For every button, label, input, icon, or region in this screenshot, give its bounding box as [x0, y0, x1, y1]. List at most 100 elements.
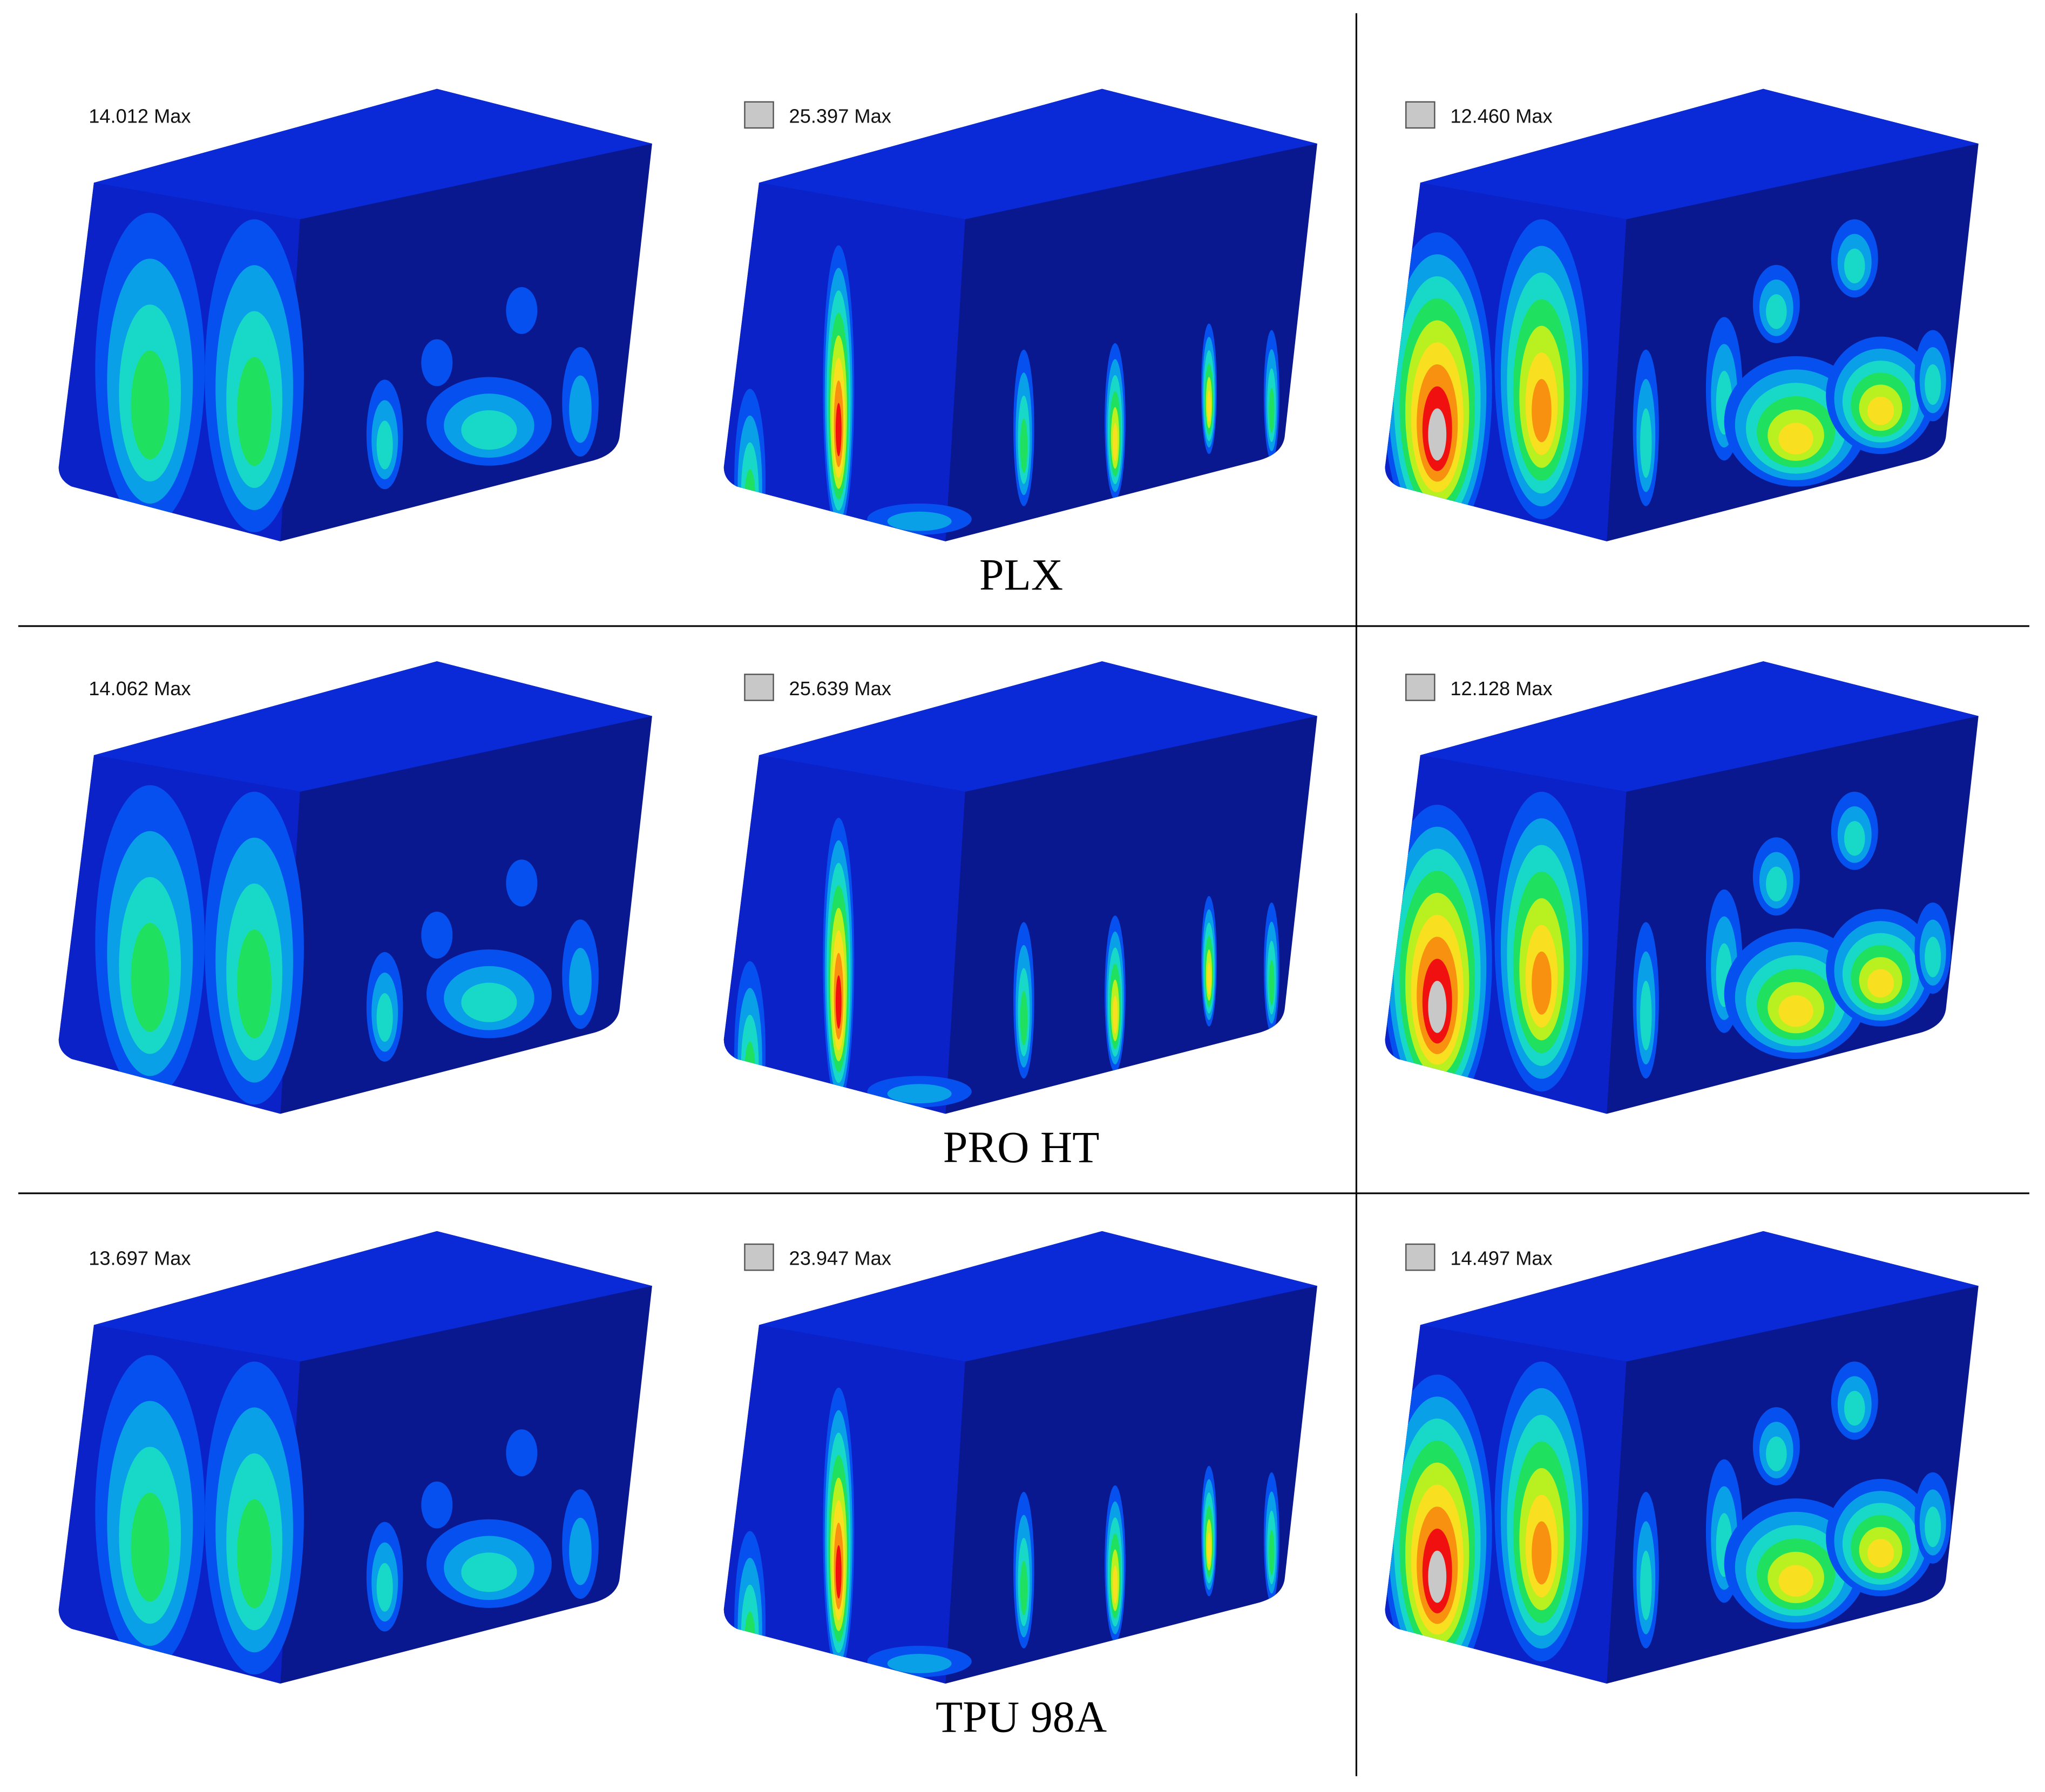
contour-band [1640, 1550, 1652, 1620]
contour-band [1020, 990, 1028, 1046]
contour-plot: 25.397 Max [723, 89, 1317, 541]
contour-band [131, 350, 170, 460]
legend-swatch [1405, 1243, 1435, 1271]
contour-band [1207, 390, 1211, 422]
max-label: 14.497 Max [1450, 1247, 1552, 1270]
contour-plot: 12.128 Max [1385, 661, 1979, 1114]
contour-band [887, 1084, 952, 1104]
legend-swatch [744, 101, 774, 129]
contour-band [506, 287, 538, 334]
top-face [93, 89, 652, 220]
contour-band [376, 1563, 393, 1612]
contour-band [1532, 1521, 1552, 1585]
contour-band [1925, 1506, 1941, 1547]
material-label: PLX [979, 550, 1063, 599]
contour-band [1112, 1565, 1118, 1604]
contour-band [835, 975, 842, 1029]
contour-band [741, 1015, 759, 1114]
contour-band [1269, 387, 1275, 433]
max-label: 12.460 Max [1450, 105, 1552, 127]
contour-band [461, 982, 517, 1022]
contour-band [1532, 379, 1552, 443]
top-face [1420, 661, 1979, 792]
contours [734, 818, 1279, 1114]
contour-band [1112, 423, 1118, 461]
contour-band [1269, 960, 1275, 1006]
contours [1385, 1361, 1952, 1684]
contour-plot: 23.947 Max [723, 1231, 1317, 1684]
contour-plot: 25.639 Max [723, 661, 1317, 1114]
contour-band [887, 1654, 952, 1673]
contour-plot: 12.460 Max [1385, 89, 1979, 541]
contour-band [1766, 1436, 1787, 1471]
contour-band [1020, 418, 1028, 473]
contour-band [1640, 408, 1652, 478]
contour-band [421, 1481, 453, 1529]
top-face [759, 661, 1317, 792]
contour-plot: 13.697 Max [58, 1231, 652, 1684]
contour-band [1778, 995, 1813, 1027]
max-label: 13.697 Max [89, 1247, 191, 1270]
contour-band [1867, 969, 1894, 998]
contour-band [1269, 1530, 1275, 1576]
contour-band [421, 339, 453, 386]
contours [1385, 791, 1952, 1114]
legend-swatch [744, 1243, 774, 1271]
contours [1385, 219, 1952, 541]
max-label: 25.639 Max [789, 677, 891, 700]
contour-band [1207, 1532, 1211, 1564]
max-label: 25.397 Max [789, 105, 891, 127]
contour-band [1428, 408, 1447, 461]
top-face [759, 1231, 1317, 1362]
contour-band [835, 403, 842, 457]
contour-band [237, 1499, 272, 1608]
top-face [1420, 89, 1979, 220]
contour-band [506, 1429, 538, 1477]
contour-plot: 14.012 Max [58, 89, 652, 541]
contours [734, 1387, 1279, 1684]
contour-band [421, 911, 453, 959]
contour-band [569, 948, 592, 1016]
contour-band [744, 1611, 756, 1675]
contour-band [741, 442, 759, 541]
contour-band [1778, 423, 1813, 454]
contour-plot: 14.062 Max [58, 661, 652, 1114]
contour-band [744, 469, 756, 533]
top-face [759, 89, 1317, 220]
contour-band [744, 1041, 756, 1105]
contour-band [376, 993, 393, 1042]
contour-band [506, 859, 538, 907]
contour-band [1778, 1565, 1813, 1597]
contour-band [1428, 981, 1447, 1033]
contours [95, 213, 599, 532]
contour-band [835, 1545, 842, 1599]
contour-band [887, 511, 952, 531]
max-label: 14.062 Max [89, 677, 191, 700]
contour-band [569, 375, 592, 443]
contour-band [237, 929, 272, 1038]
legend-swatch [1405, 674, 1435, 701]
contour-band [461, 410, 517, 450]
contour-band [1867, 1539, 1894, 1567]
max-label: 12.128 Max [1450, 677, 1552, 700]
contour-band [237, 357, 272, 466]
contour-band [461, 1552, 517, 1592]
contour-band [741, 1584, 759, 1684]
contour-band [1640, 981, 1652, 1050]
contour-plot: 14.497 Max [1385, 1231, 1979, 1684]
contour-band [1844, 248, 1865, 283]
contour-band [1867, 396, 1894, 425]
contour-band [1844, 821, 1865, 856]
legend-swatch [1405, 101, 1435, 129]
material-label: TPU 98A [936, 1693, 1107, 1742]
contour-band [1112, 995, 1118, 1034]
legend-swatch [744, 674, 774, 701]
contour-band [1925, 364, 1941, 405]
contour-band [131, 922, 170, 1032]
top-face [1420, 1231, 1979, 1362]
contours [95, 785, 599, 1105]
contours [95, 1355, 599, 1675]
contour-band [1766, 866, 1787, 902]
contour-band [1020, 1560, 1028, 1615]
max-label: 23.947 Max [789, 1247, 891, 1270]
